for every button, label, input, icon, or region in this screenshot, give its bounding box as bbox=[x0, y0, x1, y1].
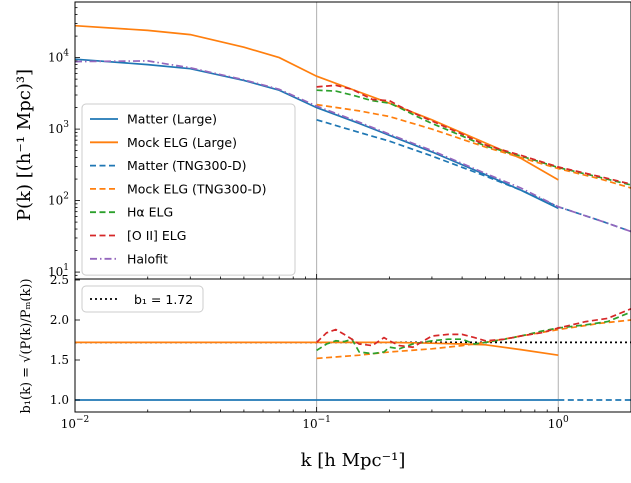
legend-top: Matter (Large) Mock ELG (Large) Matter (TN… bbox=[81, 103, 296, 276]
series-line bbox=[75, 24, 559, 181]
x-tick-label: 100 bbox=[548, 415, 569, 431]
series-line bbox=[316, 311, 631, 355]
x-tick-label: 10−2 bbox=[61, 415, 90, 431]
y-tick-label: 1.5 bbox=[50, 353, 69, 367]
legend-label: b₁ = 1.72 bbox=[134, 292, 193, 307]
legend-box bbox=[81, 103, 296, 276]
legend-label: Halofit bbox=[127, 251, 168, 266]
y-axis-title-top: P(k) [(h⁻¹ Mpc)³] bbox=[14, 69, 35, 221]
series-line bbox=[75, 60, 631, 233]
y-tick-label: 1.0 bbox=[50, 393, 69, 407]
legend-bias: b₁ = 1.72 bbox=[81, 285, 204, 313]
x-tick-label: 10−1 bbox=[302, 415, 331, 431]
y-axis-title-bias: b₁(k) = √(P(k)/Pₘ(k)) bbox=[19, 278, 34, 413]
bias-panel-series bbox=[75, 308, 631, 401]
y-tick-label: 102 bbox=[48, 192, 69, 208]
x-axis-title: k [h Mpc⁻¹] bbox=[301, 450, 406, 471]
axes: 101 102 103 104 10−2 10−1 100 1.0 1.5 2.0 2.5 P(k) … bbox=[14, 1, 631, 471]
y-tick-label: 104 bbox=[48, 49, 69, 65]
y-tick-label: 2.5 bbox=[50, 273, 69, 287]
bias-axes-frame bbox=[74, 278, 631, 413]
legend-box bbox=[81, 285, 204, 313]
series-line bbox=[75, 58, 559, 210]
legend-label: Matter (Large) bbox=[127, 112, 217, 127]
legend-label: Mock ELG (Large) bbox=[127, 135, 237, 150]
y-tick-label: 2.0 bbox=[50, 313, 69, 327]
series-line bbox=[316, 84, 631, 185]
series-line bbox=[316, 103, 631, 189]
data-layer bbox=[75, 24, 631, 401]
y-tick-label: 103 bbox=[48, 120, 69, 136]
y-tick-label: 101 bbox=[48, 263, 69, 279]
series-line bbox=[316, 308, 631, 349]
top-panel-series bbox=[75, 24, 631, 233]
legend-label: Mock ELG (TNG300-D) bbox=[127, 181, 266, 196]
legend-label: Hα ELG bbox=[127, 205, 173, 220]
legend-label: Matter (TNG300-D) bbox=[127, 158, 246, 173]
legend-label: [O II] ELG bbox=[127, 228, 186, 243]
